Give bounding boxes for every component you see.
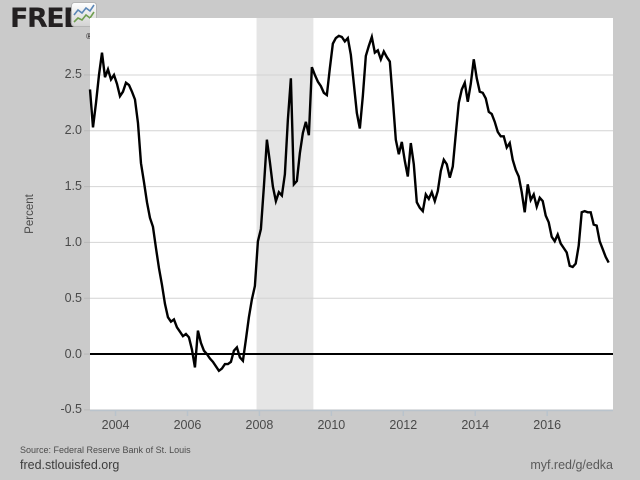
data-series-line [88,32,610,373]
x-tick-label: 2004 [101,418,130,432]
y-tick-label: 1.0 [64,234,82,249]
recession-band [256,18,314,411]
plot-area: Percent [24,18,613,416]
x-tick-label: 2012 [389,418,418,432]
y-tick-label: 0.5 [64,290,82,305]
x-tick-label: 2008 [245,418,274,432]
short-url-link[interactable]: myf.red/g/edka [530,458,613,472]
x-tick-label: 2014 [461,418,490,432]
registered-mark: ® [85,32,93,41]
y-tick-label: -0.5 [60,402,82,417]
source-attribution: Source: Federal Reserve Bank of St. Loui… [20,445,191,455]
fred-site-link[interactable]: fred.stlouisfed.org [20,458,120,472]
x-tick-label: 2010 [317,418,346,432]
y-tick-label: 2.0 [64,123,82,138]
y-tick-label: 2.5 [64,67,82,82]
y-tick-label: 1.5 [64,179,82,194]
y-axis-title: Percent [24,194,36,234]
x-tick-label: 2006 [173,418,202,432]
x-tick-label: 2016 [533,418,562,432]
y-tick-label: 0.0 [64,346,82,361]
